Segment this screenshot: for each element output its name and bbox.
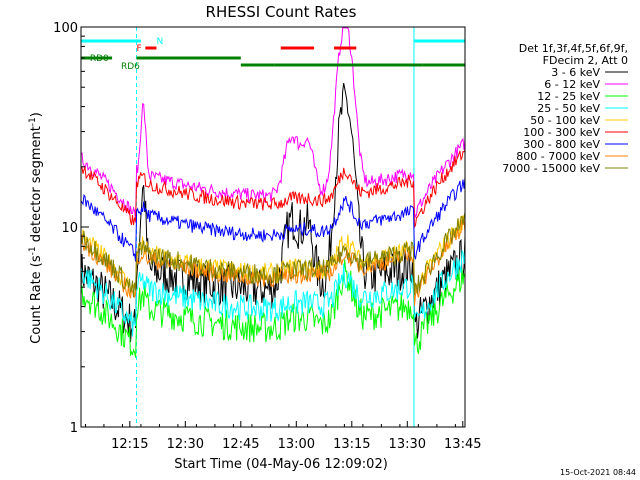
legend-label-3: 25 - 50 keV <box>537 102 600 115</box>
x-tick-label-5: 13:30 <box>389 437 426 452</box>
flag-label-rd6: RD6 <box>121 62 140 72</box>
series-7000-15000kev <box>81 212 465 298</box>
legend-header-1: Det 1f,3f,4f,5f,6f,9f, <box>519 42 628 55</box>
timestamp: 15-Oct-2021 08:44 <box>560 468 636 477</box>
chart-title: RHESSI Count Rates <box>206 3 357 21</box>
y-tick-label-1: 10 <box>61 221 78 236</box>
x-tick-label-3: 13:00 <box>278 437 315 452</box>
y-ticks: 100 10 1 <box>53 21 89 436</box>
series-100-300kev <box>81 150 465 229</box>
legend-label-7: 800 - 7000 keV <box>516 150 600 163</box>
legend-label-2: 12 - 25 keV <box>537 90 600 103</box>
y-tick-label-0: 100 <box>53 21 78 36</box>
legend-header-2: FDecim 2, Att 0 <box>543 54 628 67</box>
x-tick-label-4: 13:15 <box>333 437 370 452</box>
flag-label-n: N <box>156 37 163 47</box>
flag-label-rd0: RD0 <box>90 54 109 64</box>
series-3-6kev <box>81 83 465 342</box>
legend-label-1: 6 - 12 keV <box>544 78 600 91</box>
series-25-50kev <box>81 249 465 337</box>
x-axis-label: Start Time (04-May-06 12:09:02) <box>174 457 388 472</box>
series-300-800kev <box>81 177 465 262</box>
legend-label-4: 50 - 100 keV <box>530 114 600 127</box>
y-tick-label-2: 1 <box>70 421 78 436</box>
series-12-25kev <box>81 259 465 358</box>
legend-label-8: 7000 - 15000 keV <box>502 162 600 175</box>
y-axis-label: Count Rate (s-1 detector segment-1) <box>28 112 44 344</box>
x-tick-label-2: 12:45 <box>222 437 259 452</box>
legend-label-5: 100 - 300 keV <box>523 126 600 139</box>
x-tick-label-6: 13:45 <box>444 437 481 452</box>
series-6-12kev <box>81 27 465 223</box>
legend-label-0: 3 - 6 keV <box>551 66 600 79</box>
x-ticks: 12:15 12:30 12:45 13:00 13:15 13:30 13:45 <box>84 421 482 452</box>
flag-label-f: F <box>136 44 141 54</box>
x-tick-label-0: 12:15 <box>111 437 148 452</box>
legend-label-6: 300 - 800 keV <box>523 138 600 151</box>
x-tick-label-1: 12:30 <box>167 437 204 452</box>
